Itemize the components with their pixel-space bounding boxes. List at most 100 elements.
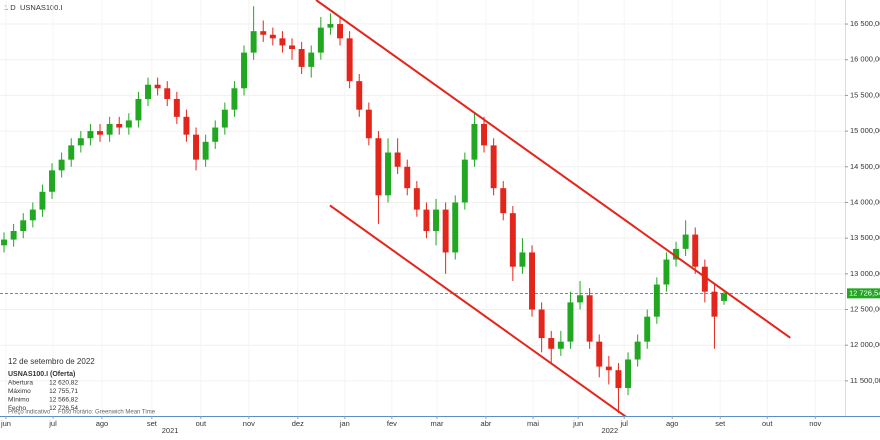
x-tick-label: abr [481, 419, 492, 428]
candle-body [173, 98, 180, 117]
candle-body [289, 45, 296, 50]
candle-body [154, 84, 161, 89]
candle-body [423, 209, 430, 232]
y-tick-label: 11 500,00 [850, 376, 880, 385]
y-tick-label: 12 500,00 [850, 305, 880, 314]
candle-body [269, 34, 276, 39]
candle-body [337, 24, 344, 39]
candle-body [519, 252, 526, 267]
footer-text: Fuso horário: Greenwich Mean Time [58, 410, 156, 416]
candle-body [509, 213, 516, 267]
candle-body [721, 293, 728, 301]
candle-body [529, 252, 536, 310]
x-tick-label: fev [387, 419, 397, 428]
x-tick-label: nov [809, 419, 821, 428]
candle-body [682, 234, 689, 249]
candle-body [404, 166, 411, 189]
candle-body [433, 209, 440, 232]
candle-body [692, 234, 699, 267]
candle-body [663, 259, 670, 285]
x-tick-label: dez [292, 419, 304, 428]
info-value: 12 566,82 [49, 397, 78, 404]
candle-body [317, 27, 324, 53]
candle-body [490, 145, 497, 189]
candle-body [308, 52, 315, 67]
x-tick-label: jun [0, 419, 11, 428]
x-tick-label: nov [243, 419, 255, 428]
year-label: 2022 [601, 426, 618, 435]
x-tick-label: out [762, 419, 773, 428]
candle-body [327, 24, 334, 28]
candle-body [461, 159, 468, 203]
candle-body [164, 88, 171, 99]
footer-text: Preço indicativo [8, 410, 51, 416]
y-tick-label: 13 000,00 [850, 269, 880, 278]
candle-body [116, 123, 123, 128]
candle-body [231, 88, 238, 110]
candle-body [375, 138, 382, 196]
candle-body [106, 123, 113, 135]
candle-body [241, 52, 248, 89]
candle-body [135, 98, 142, 121]
info-label: Máximo [8, 388, 31, 395]
candle-body [644, 316, 651, 342]
candle-body [202, 141, 209, 160]
candle-body [97, 131, 104, 135]
candle-body [39, 191, 46, 210]
last-price-label: 12 726,54 [849, 288, 880, 297]
candle-body [615, 370, 622, 389]
candle-body [125, 120, 132, 128]
candle-body [49, 170, 56, 192]
candle-body [77, 138, 84, 146]
candle-body [10, 231, 17, 240]
candle-body [567, 302, 574, 342]
candle-body [68, 145, 75, 160]
y-tick-label: 15 500,00 [850, 90, 880, 99]
candle-body [634, 341, 641, 360]
y-tick-label: 16 500,00 [850, 19, 880, 28]
candle-body [250, 31, 257, 53]
candle-body [221, 109, 228, 128]
candle-body [653, 284, 660, 317]
candle-body [193, 134, 200, 160]
interval: 1 D [4, 3, 16, 12]
candle-body [87, 131, 94, 139]
candle-body [481, 123, 488, 146]
x-tick-label: jun [572, 419, 583, 428]
x-tick-label: jul [48, 419, 57, 428]
y-tick-label: 14 500,00 [850, 162, 880, 171]
candle-body [442, 209, 449, 253]
y-tick-label: 14 000,00 [850, 197, 880, 206]
candle-body [298, 49, 305, 67]
candle-body [260, 31, 267, 35]
y-tick-label: 12 000,00 [850, 340, 880, 349]
candle-body [471, 123, 478, 160]
candle-body [605, 366, 612, 371]
trendline [329, 204, 627, 416]
plot-area [1, 0, 791, 416]
candle-body [452, 202, 459, 253]
candle-body [596, 341, 603, 367]
candle-body [346, 38, 353, 82]
x-tick-label: ago [666, 419, 679, 428]
x-tick-label: out [196, 419, 207, 428]
info-value: 12 726,54 [49, 405, 78, 412]
x-tick-label: jul [619, 419, 628, 428]
info-date: 12 de setembro de 2022 [8, 357, 95, 366]
candle-body [701, 266, 708, 292]
candle-body [212, 127, 219, 142]
candle-body [548, 338, 555, 349]
year-label: 2021 [162, 426, 179, 435]
y-tick-label: 16 000,00 [850, 55, 880, 64]
candle-body [356, 81, 363, 110]
x-tick-label: ago [96, 419, 109, 428]
candle-body [279, 38, 286, 46]
info-title: USNAS100.I (Oferta) [8, 371, 75, 378]
y-tick-label: 15 000,00 [850, 126, 880, 135]
candle-body [500, 188, 507, 214]
candle-body [625, 359, 632, 389]
info-label: Abertura [8, 380, 33, 387]
x-tick-label: jan [339, 419, 350, 428]
candle-body [20, 220, 27, 232]
